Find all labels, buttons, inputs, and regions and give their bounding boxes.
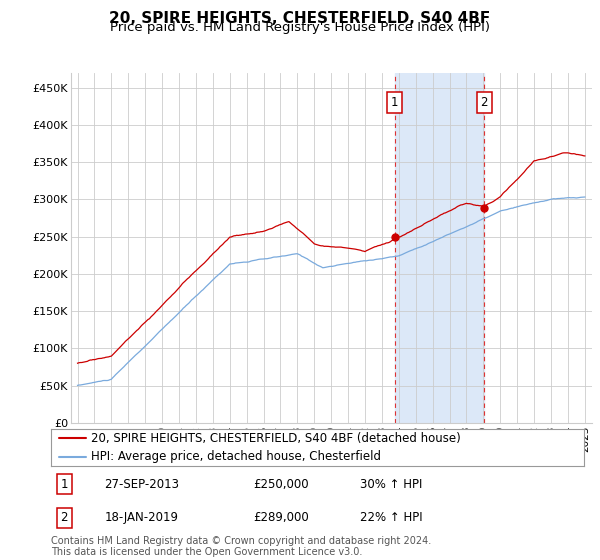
Text: 20, SPIRE HEIGHTS, CHESTERFIELD, S40 4BF (detached house): 20, SPIRE HEIGHTS, CHESTERFIELD, S40 4BF… xyxy=(91,432,461,445)
Text: £289,000: £289,000 xyxy=(253,511,309,524)
Text: 1: 1 xyxy=(391,96,398,109)
Text: 20, SPIRE HEIGHTS, CHESTERFIELD, S40 4BF: 20, SPIRE HEIGHTS, CHESTERFIELD, S40 4BF xyxy=(109,11,491,26)
Bar xyxy=(395,73,484,423)
Text: 30% ↑ HPI: 30% ↑ HPI xyxy=(360,478,422,491)
Text: £250,000: £250,000 xyxy=(253,478,309,491)
Text: 27-SEP-2013: 27-SEP-2013 xyxy=(104,478,179,491)
Text: 22% ↑ HPI: 22% ↑ HPI xyxy=(360,511,422,524)
Text: Contains HM Land Registry data © Crown copyright and database right 2024.
This d: Contains HM Land Registry data © Crown c… xyxy=(51,535,431,557)
Text: 2: 2 xyxy=(481,96,488,109)
Text: HPI: Average price, detached house, Chesterfield: HPI: Average price, detached house, Ches… xyxy=(91,450,381,463)
Text: Price paid vs. HM Land Registry's House Price Index (HPI): Price paid vs. HM Land Registry's House … xyxy=(110,21,490,34)
Text: 1: 1 xyxy=(61,478,68,491)
Text: 2: 2 xyxy=(61,511,68,524)
Text: 18-JAN-2019: 18-JAN-2019 xyxy=(104,511,178,524)
